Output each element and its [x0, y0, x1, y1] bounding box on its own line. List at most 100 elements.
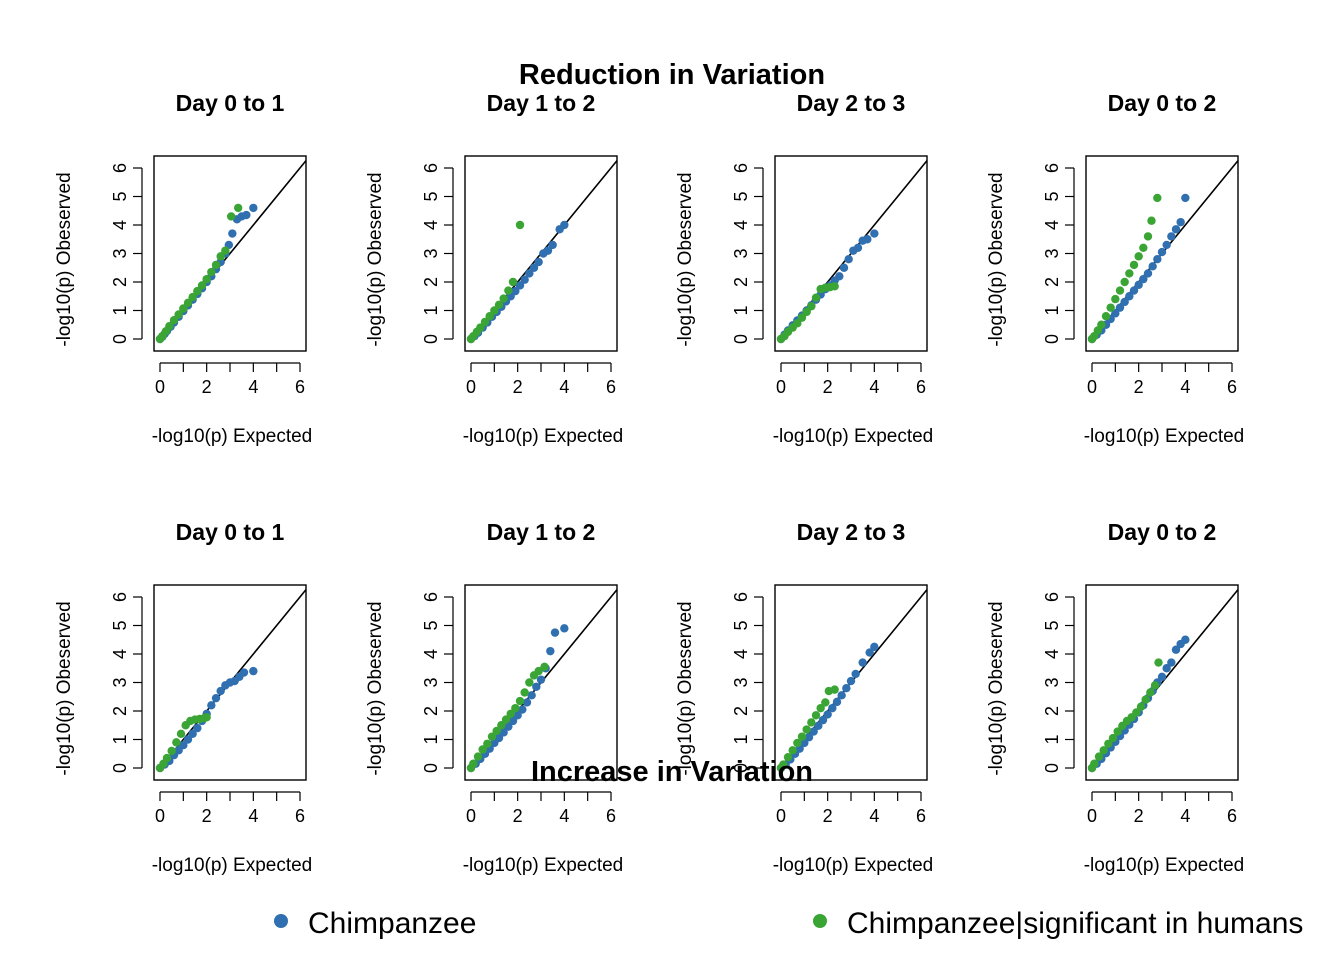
chart-7-point [814, 721, 823, 731]
chart-4-point [1134, 280, 1143, 290]
chart-6-point [527, 691, 536, 700]
chart-6-y-axis-label: -log10(p) Obeserved [365, 601, 386, 775]
chart-4-point [1162, 240, 1171, 250]
chart-5-y-tick-label: 6 [110, 592, 130, 602]
chart-8-point [1099, 746, 1108, 755]
chart-6-point [483, 739, 492, 748]
chart-2-point [485, 312, 494, 321]
chart-5-title: Day 0 to 1 [176, 519, 285, 545]
chart-6-point [494, 733, 504, 743]
chart-5-point [211, 693, 221, 703]
chart-1-point [174, 310, 183, 319]
chart-1-point [211, 260, 221, 270]
chart-3-point [870, 229, 879, 238]
chart-4-point [1115, 303, 1125, 312]
chart-2-y-tick-label: 0 [421, 334, 441, 344]
chart-8-x-tick-label: 2 [1134, 806, 1144, 826]
chart-8-point [1136, 702, 1146, 711]
chart-5-point [162, 753, 172, 763]
chart-4-point [1101, 312, 1111, 321]
chart-7-y-tick-label: 1 [731, 734, 751, 744]
chart-7-point [783, 752, 793, 762]
chart-1-point [242, 210, 251, 220]
chart-4-title: Day 0 to 2 [1108, 90, 1217, 116]
chart-1-y-axis-label: -log10(p) Obeserved [54, 172, 75, 346]
chart-8-point [1171, 645, 1181, 654]
chart-6-y-tick-label: 4 [421, 649, 441, 659]
chart-4-point [1134, 252, 1143, 261]
chart-2-y-tick-label: 6 [421, 163, 441, 173]
chart-6-y-tick-label: 2 [421, 706, 441, 716]
chart-1-plot-frame [153, 155, 307, 352]
chart-2-point [508, 277, 518, 287]
chart-6-title: Day 1 to 2 [487, 519, 596, 545]
chart-2-plot-frame [464, 155, 618, 352]
chart-5-x-tick-label: 0 [155, 806, 165, 826]
chart-7-point [802, 725, 811, 734]
chart-5: Day 0 to 1 0 2 4 6 0 1 2 3 4 5 6 -log10(p) Expected -… [54, 519, 312, 876]
chart-7-point [821, 698, 830, 707]
chart-2-point [476, 323, 485, 332]
chart-7-point [837, 691, 846, 700]
chart-6-point [534, 666, 543, 676]
chart-7-plot-frame [774, 584, 928, 781]
chart-5-series-significant [155, 713, 211, 773]
chart-8-x-tick-label: 0 [1087, 806, 1097, 826]
chart-7-y-tick-label: 6 [731, 592, 751, 602]
chart-7-point [809, 727, 818, 736]
chart-1-point [233, 203, 243, 213]
chart-8-point [1090, 759, 1099, 768]
chart-5-point [202, 713, 211, 722]
chart-1-point [179, 304, 188, 313]
chart-4-point [1143, 232, 1153, 241]
chart-1-point [197, 281, 207, 290]
chart-1-point [226, 212, 236, 221]
chart-3-point [802, 307, 811, 317]
chart-4-point [1167, 232, 1176, 241]
chart-4-point [1129, 286, 1139, 295]
chart-7-x-axis-label: -log10(p) Expected [773, 855, 934, 876]
chart-5-y-tick-label: 1 [110, 734, 130, 744]
chart-1-y-tick-label: 3 [110, 248, 130, 258]
chart-5-point [239, 668, 249, 677]
chart-6-point [478, 745, 487, 754]
chart-6-point [508, 716, 518, 726]
chart-7-point [832, 697, 842, 707]
chart-4-x-tick-label: 0 [1087, 377, 1097, 397]
chart-8-y-tick-label: 0 [1042, 763, 1062, 773]
chart-5-point [183, 735, 193, 744]
chart-1-x-axis-label: -log10(p) Expected [152, 426, 313, 447]
chart-4-point [1157, 247, 1167, 257]
chart-6-point [525, 678, 534, 687]
chart-6-point [469, 759, 478, 768]
chart-2-point [515, 220, 525, 230]
chart-5-point [216, 686, 225, 696]
chart-7-y-tick-label: 0 [731, 763, 751, 773]
legend-marker-significant [813, 914, 827, 928]
chart-3-y-tick-label: 3 [731, 248, 751, 258]
chart-8-plot-frame [1085, 584, 1239, 781]
chart-5-x-tick-label: 2 [202, 806, 212, 826]
chart-7: Day 2 to 3 0 2 4 6 0 1 2 3 4 5 6 -log10(p) Expected -… [675, 519, 933, 876]
chart-8-y-tick-label: 6 [1042, 592, 1062, 602]
chart-3-x-tick-label: 4 [869, 377, 879, 397]
chart-7-y-tick-label: 5 [731, 620, 751, 630]
chart-7-point [797, 732, 807, 741]
chart-1-series-significant [155, 203, 243, 344]
chart-1-point [216, 252, 225, 261]
chart-4-plot-frame [1085, 155, 1239, 352]
chart-3-y-tick-label: 4 [731, 220, 751, 230]
chart-2-x-axis-label: -log10(p) Expected [463, 426, 624, 447]
chart-7-point [816, 703, 825, 713]
chart-6-point [515, 696, 525, 706]
chart-3-point [835, 272, 844, 281]
chart-8-point [1132, 708, 1141, 717]
chart-6-point [560, 624, 569, 633]
chart-1-point [193, 286, 202, 296]
chart-6-y-tick-label: 1 [421, 734, 441, 744]
chart-8-point [1162, 664, 1171, 673]
chart-3-point [811, 293, 821, 302]
chart-6-point [522, 698, 532, 707]
chart-3-title: Day 2 to 3 [797, 90, 906, 116]
chart-3-plot-frame [774, 155, 928, 352]
